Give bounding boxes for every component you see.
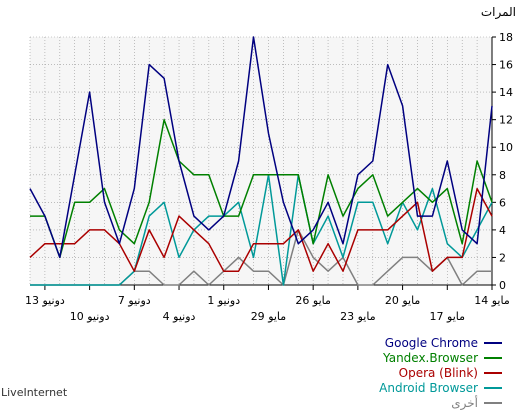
y-tick-label: 0 xyxy=(499,279,506,292)
legend-label: أخرى xyxy=(451,396,478,410)
y-tick-label: 14 xyxy=(499,86,513,99)
legend-label: Android Browser xyxy=(379,381,478,395)
legend-item-chrome: Google Chrome xyxy=(379,335,502,350)
legend-swatch xyxy=(484,372,502,374)
y-tick-label: 6 xyxy=(499,196,506,209)
x-tick-label: 4 دونيو xyxy=(163,310,196,323)
x-tick-label: 10 دونيو xyxy=(70,310,110,323)
x-tick-label: 20 مايو xyxy=(385,294,421,307)
legend-label: Opera (Blink) xyxy=(399,366,478,380)
x-tick-label: 7 دونيو xyxy=(118,294,151,307)
legend-item-other: أخرى xyxy=(379,395,502,410)
y-tick-label: 10 xyxy=(499,141,513,154)
legend-item-opera: Opera (Blink) xyxy=(379,365,502,380)
x-tick-label: 29 مايو xyxy=(251,310,287,323)
y-tick-label: 4 xyxy=(499,224,506,237)
y-axis-label: المرات xyxy=(481,5,516,20)
x-tick-label: 1 دونيو xyxy=(207,294,240,307)
legend-swatch xyxy=(484,387,502,389)
y-tick-labels: 0 2 4 6 8 10 12 14 16 18 xyxy=(499,31,513,292)
x-tick-label: 14 مايو xyxy=(474,294,510,307)
y-tick-label: 16 xyxy=(499,59,513,72)
x-tick-label: 23 مايو xyxy=(340,310,376,323)
legend-item-android: Android Browser xyxy=(379,380,502,395)
legend-swatch xyxy=(484,402,502,404)
x-tick-label: 26 مايو xyxy=(295,294,331,307)
x-tick-label: 17 مايو xyxy=(430,310,466,323)
legend-label: Yandex.Browser xyxy=(383,351,478,365)
y-tick-label: 12 xyxy=(499,114,513,127)
y-tick-label: 18 xyxy=(499,31,513,44)
legend-swatch xyxy=(484,342,502,344)
legend: Google Chrome Yandex.Browser Opera (Blin… xyxy=(379,335,502,410)
y-tick-label: 8 xyxy=(499,169,506,182)
legend-label: Google Chrome xyxy=(385,336,478,350)
credit-text: LiveInternet xyxy=(1,386,67,399)
legend-swatch xyxy=(484,357,502,359)
legend-item-yandex: Yandex.Browser xyxy=(379,350,502,365)
x-tick-labels: 14 مايو 20 مايو 26 مايو 1 دونيو 7 دونيو 13 دو… xyxy=(25,294,510,323)
x-tick-label: 13 دونيو xyxy=(25,294,65,307)
y-tick-label: 2 xyxy=(499,251,506,264)
